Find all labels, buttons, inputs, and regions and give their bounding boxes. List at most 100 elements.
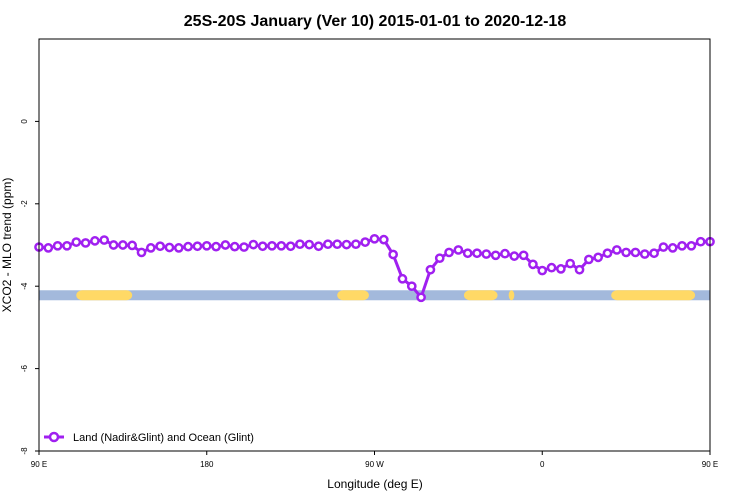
data-point	[136, 247, 147, 258]
y-tick-label: -2	[20, 200, 29, 208]
x-tick-label: 180	[200, 460, 214, 469]
data-point	[239, 242, 249, 252]
data-point	[360, 237, 371, 247]
series-layer	[34, 233, 715, 303]
data-point	[323, 239, 333, 250]
y-tick-label: -8	[20, 447, 29, 455]
data-point	[593, 252, 604, 263]
land-band	[508, 290, 515, 301]
data-point	[80, 238, 91, 248]
y-axis: 0 -2 -4 -6 -8	[20, 119, 39, 455]
data-point	[332, 239, 343, 250]
data-point	[397, 273, 408, 284]
data-point	[378, 234, 389, 245]
data-point	[630, 247, 641, 258]
legend-marker-swatch	[48, 431, 60, 443]
land-band	[463, 290, 498, 301]
data-point	[583, 254, 594, 265]
data-point	[667, 243, 678, 253]
data-point	[388, 249, 398, 260]
data-point	[267, 240, 277, 251]
data-point	[686, 240, 697, 251]
data-point	[257, 241, 268, 252]
data-point	[71, 237, 82, 247]
data-point	[248, 239, 259, 250]
data-point	[528, 259, 538, 270]
data-point	[164, 242, 175, 253]
data-point	[276, 240, 287, 251]
data-point	[99, 235, 110, 245]
data-point	[118, 240, 128, 250]
data-point	[304, 239, 315, 250]
data-point	[453, 245, 464, 255]
data-point	[444, 247, 454, 258]
data-point	[220, 240, 231, 250]
data-point	[211, 241, 221, 252]
data-point	[351, 239, 361, 250]
data-point	[695, 236, 706, 247]
data-point	[90, 236, 100, 246]
data-point	[621, 247, 631, 258]
data-point	[518, 250, 529, 261]
data-point	[462, 248, 473, 259]
data-point	[43, 243, 54, 253]
data-point	[537, 265, 548, 276]
data-point	[313, 241, 324, 252]
data-point	[406, 281, 417, 292]
data-point	[574, 264, 585, 275]
data-point	[155, 241, 166, 252]
land-band	[76, 290, 133, 301]
data-point	[434, 253, 445, 264]
y-tick-label: -4	[20, 282, 29, 290]
data-point	[229, 241, 240, 252]
x-tick-label: 90 W	[365, 460, 384, 469]
land-ocean-mask	[39, 290, 710, 301]
data-point	[556, 264, 566, 274]
data-point	[192, 241, 203, 252]
x-tick-label: 90 E	[31, 460, 47, 469]
data-point	[369, 233, 380, 244]
data-point	[341, 239, 352, 250]
data-point	[509, 251, 520, 261]
data-point	[500, 248, 510, 259]
data-point	[285, 241, 296, 252]
data-point	[145, 243, 156, 253]
y-axis-label: XCO2 - MLO trend (ppm)	[0, 178, 14, 313]
x-tick-label: 90 E	[702, 460, 718, 469]
data-point	[611, 245, 622, 255]
data-point	[183, 241, 193, 252]
land-band	[611, 290, 696, 301]
data-point	[490, 250, 501, 261]
plot-area-frame	[38, 38, 711, 452]
data-point	[481, 249, 492, 259]
data-point	[602, 248, 613, 259]
data-point	[658, 242, 669, 252]
data-point	[201, 240, 212, 251]
legend: Land (Nadir&Glint) and Ocean (Glint)	[44, 431, 254, 444]
data-point	[546, 262, 557, 273]
data-point	[108, 240, 119, 250]
y-tick-label: 0	[20, 119, 29, 124]
series-line	[38, 237, 710, 299]
data-point	[295, 239, 305, 250]
x-axis: 90 E 180 90 W 0 90 E	[31, 451, 718, 469]
data-point	[677, 240, 687, 251]
data-point	[472, 248, 482, 259]
data-point	[416, 292, 426, 303]
data-point	[52, 240, 63, 251]
data-point	[425, 264, 436, 275]
data-point	[62, 240, 72, 251]
x-axis-label: Longitude (deg E)	[327, 477, 422, 491]
data-point	[649, 248, 659, 259]
land-band	[337, 290, 369, 301]
legend-label: Land (Nadir&Glint) and Ocean (Glint)	[73, 432, 254, 444]
chart-title: 25S-20S January (Ver 10) 2015-01-01 to 2…	[184, 13, 567, 30]
y-tick-label: -6	[20, 364, 29, 372]
ocean-band	[39, 290, 710, 301]
data-point	[173, 243, 184, 253]
data-point	[565, 258, 576, 269]
data-point	[639, 249, 650, 259]
data-point	[127, 240, 138, 251]
